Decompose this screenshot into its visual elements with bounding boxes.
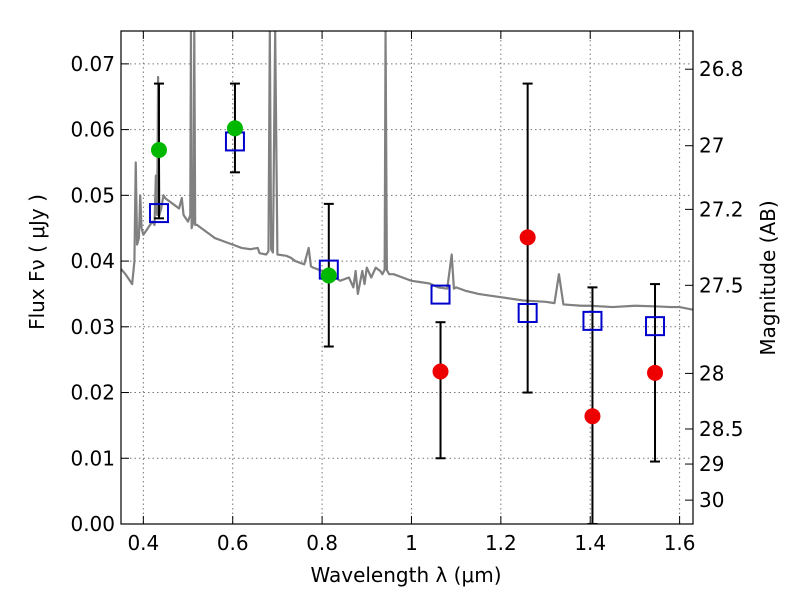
x-tick-label: 0.8 bbox=[306, 531, 338, 555]
y-tick-label: 0.03 bbox=[70, 315, 115, 339]
nondetection-point bbox=[519, 229, 536, 246]
detection-point bbox=[226, 120, 243, 137]
model-band-square bbox=[148, 203, 169, 224]
nondetection-point bbox=[647, 364, 664, 381]
y2-tick-label: 27.5 bbox=[699, 273, 744, 297]
y2-tick-label: 26.8 bbox=[699, 57, 744, 81]
model-band-square bbox=[582, 310, 603, 331]
x-tick-label: 1.4 bbox=[574, 531, 606, 555]
y-tick-label: 0.04 bbox=[70, 249, 115, 273]
y2-tick-label: 27.2 bbox=[699, 197, 744, 221]
x-tick-label: 0.4 bbox=[127, 531, 159, 555]
grid bbox=[121, 31, 693, 525]
x-tick-label: 0.6 bbox=[217, 531, 249, 555]
y2-tick-label: 29 bbox=[699, 452, 724, 476]
detection-point bbox=[150, 141, 167, 158]
y-tick-label: 0.00 bbox=[70, 512, 115, 536]
nondetection-point bbox=[432, 363, 449, 380]
y-tick-label: 0.05 bbox=[70, 183, 115, 207]
x-tick-label: 1.6 bbox=[664, 531, 696, 555]
y2-tick-label: 28.5 bbox=[699, 417, 744, 441]
y-tick-label: 0.01 bbox=[70, 446, 115, 470]
axes: 0.4 0.6 0.8 1 1.2 1.4 1.6 0.00 0.01 0.02 0.03 0.04 0… bbox=[70, 31, 744, 555]
plot-frame bbox=[120, 30, 694, 525]
y2-axis-label: Magnitude (AB) bbox=[756, 200, 780, 355]
y2-tick-label: 27 bbox=[699, 134, 724, 158]
y2-tick-label: 28 bbox=[699, 361, 724, 385]
detection-point bbox=[320, 267, 337, 284]
model-band-square bbox=[430, 284, 451, 305]
model-band-square bbox=[517, 302, 538, 323]
y-tick-label: 0.07 bbox=[70, 52, 115, 76]
model-band-square bbox=[645, 316, 666, 337]
x-axis-label: Wavelength λ (μm) bbox=[310, 563, 501, 587]
nondetection-point bbox=[584, 408, 601, 425]
y-axis-label: Flux Fν ( μJy ) bbox=[25, 194, 49, 330]
y2-tick-label: 30 bbox=[699, 488, 724, 512]
plot-area bbox=[121, 31, 693, 524]
x-tick-label: 1.2 bbox=[485, 531, 517, 555]
y-tick-label: 0.02 bbox=[70, 381, 115, 405]
x-tick-label: 1 bbox=[405, 531, 418, 555]
y-tick-label: 0.06 bbox=[70, 118, 115, 142]
